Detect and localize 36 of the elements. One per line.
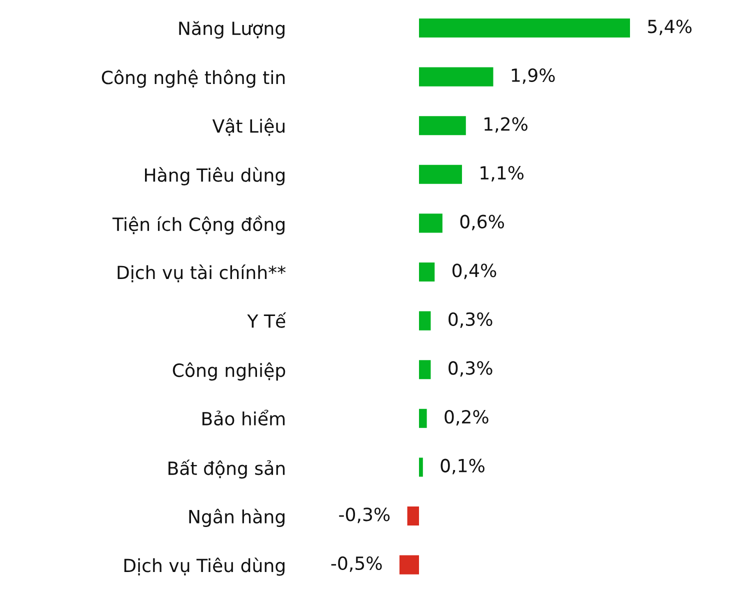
y-tick-label: Ngân hàng	[189, 508, 284, 527]
bar	[419, 67, 494, 86]
data-label: 5,4%	[648, 20, 692, 36]
bar	[399, 555, 419, 574]
y-tick-label: Dịch vụ tài chính**	[118, 264, 286, 282]
y-tick-label: Năng Lượng	[179, 21, 284, 39]
y-tick-label: Y Tế	[247, 312, 286, 328]
bar	[419, 360, 431, 380]
data-label: 1,9%	[512, 68, 555, 84]
data-label: 0,2%	[444, 410, 488, 426]
data-label: -0,5%	[331, 556, 382, 572]
data-label: 0,3%	[448, 312, 492, 328]
y-tick-label: Vật Liệu	[212, 118, 284, 136]
data-label: 0,1%	[440, 458, 484, 474]
y-tick-label: Dịch vụ Tiêu dùng	[124, 558, 284, 576]
bar	[407, 506, 419, 526]
data-label: 1,1%	[480, 166, 524, 182]
y-tick-label: Bất động sản	[168, 460, 285, 479]
bar	[419, 214, 442, 233]
bar	[419, 262, 435, 282]
y-tick-label: Hàng Tiêu dùng	[145, 167, 284, 186]
bar	[419, 164, 462, 184]
data-label: 1,2%	[484, 117, 528, 133]
data-label: 0,3%	[448, 361, 492, 377]
y-tick-label: Tiện ích Cộng đồng	[112, 216, 284, 235]
y-tick-label: Công nghiệp	[172, 362, 286, 381]
bar	[419, 18, 630, 38]
y-tick-label: Bảo hiểm	[202, 410, 285, 426]
bar	[419, 458, 423, 477]
bar	[419, 408, 427, 428]
data-label: -0,3%	[339, 508, 390, 524]
y-tick-label: Công nghệ thông tin	[102, 70, 285, 88]
data-label: 0,4%	[452, 264, 496, 280]
data-label: 0,6%	[460, 214, 504, 230]
bar	[419, 116, 466, 136]
bar	[419, 311, 431, 330]
